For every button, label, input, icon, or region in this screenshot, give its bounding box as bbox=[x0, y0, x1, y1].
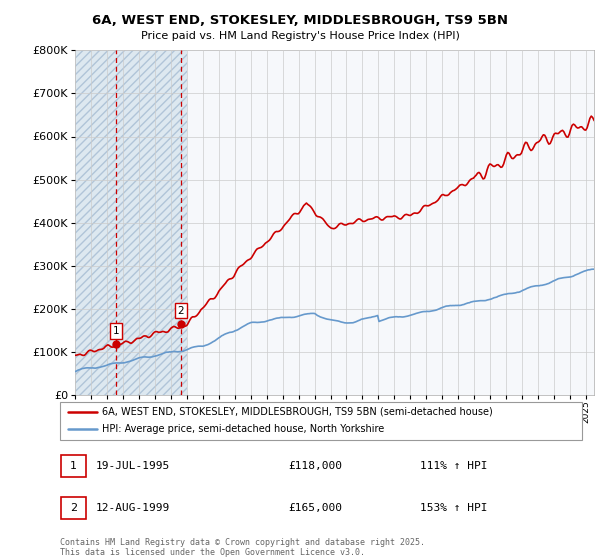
Text: 2: 2 bbox=[70, 503, 77, 513]
Text: 2: 2 bbox=[178, 306, 184, 316]
Text: 12-AUG-1999: 12-AUG-1999 bbox=[96, 503, 170, 513]
Text: HPI: Average price, semi-detached house, North Yorkshire: HPI: Average price, semi-detached house,… bbox=[102, 424, 384, 435]
Text: 153% ↑ HPI: 153% ↑ HPI bbox=[420, 503, 487, 513]
Text: Contains HM Land Registry data © Crown copyright and database right 2025.
This d: Contains HM Land Registry data © Crown c… bbox=[60, 538, 425, 557]
Text: 6A, WEST END, STOKESLEY, MIDDLESBROUGH, TS9 5BN: 6A, WEST END, STOKESLEY, MIDDLESBROUGH, … bbox=[92, 14, 508, 27]
Text: 6A, WEST END, STOKESLEY, MIDDLESBROUGH, TS9 5BN (semi-detached house): 6A, WEST END, STOKESLEY, MIDDLESBROUGH, … bbox=[102, 407, 493, 417]
FancyBboxPatch shape bbox=[61, 455, 86, 477]
Bar bbox=[75, 50, 187, 395]
FancyBboxPatch shape bbox=[60, 402, 582, 440]
FancyBboxPatch shape bbox=[61, 497, 86, 519]
Bar bbox=[75, 50, 187, 395]
Bar bbox=[187, 50, 594, 395]
Text: £165,000: £165,000 bbox=[288, 503, 342, 513]
Text: £118,000: £118,000 bbox=[288, 461, 342, 471]
Text: 1: 1 bbox=[112, 326, 119, 336]
Text: Price paid vs. HM Land Registry's House Price Index (HPI): Price paid vs. HM Land Registry's House … bbox=[140, 31, 460, 41]
Text: 19-JUL-1995: 19-JUL-1995 bbox=[96, 461, 170, 471]
Text: 111% ↑ HPI: 111% ↑ HPI bbox=[420, 461, 487, 471]
Text: 1: 1 bbox=[70, 461, 77, 471]
